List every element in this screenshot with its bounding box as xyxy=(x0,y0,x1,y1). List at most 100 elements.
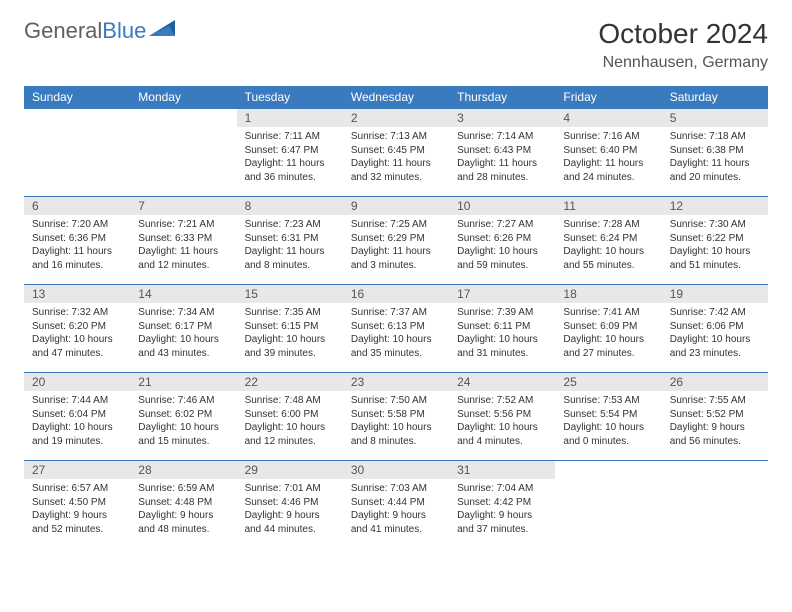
calendar-cell: 10Sunrise: 7:27 AMSunset: 6:26 PMDayligh… xyxy=(449,197,555,285)
day-line-sr: Sunrise: 7:13 AM xyxy=(351,130,441,144)
day-details: Sunrise: 7:13 AMSunset: 6:45 PMDaylight:… xyxy=(343,127,449,188)
day-number: 6 xyxy=(24,197,130,215)
calendar-cell: 14Sunrise: 7:34 AMSunset: 6:17 PMDayligh… xyxy=(130,285,236,373)
day-details: Sunrise: 7:42 AMSunset: 6:06 PMDaylight:… xyxy=(662,303,768,364)
day-line-dl2: and 47 minutes. xyxy=(32,347,122,361)
day-number: 15 xyxy=(237,285,343,303)
calendar-cell: 25Sunrise: 7:53 AMSunset: 5:54 PMDayligh… xyxy=(555,373,661,461)
day-line-sr: Sunrise: 7:34 AM xyxy=(138,306,228,320)
day-line-dl1: Daylight: 9 hours xyxy=(32,509,122,523)
day-details: Sunrise: 7:34 AMSunset: 6:17 PMDaylight:… xyxy=(130,303,236,364)
day-line-dl2: and 19 minutes. xyxy=(32,435,122,449)
day-header: Wednesday xyxy=(343,86,449,109)
day-line-dl1: Daylight: 10 hours xyxy=(32,333,122,347)
day-line-dl2: and 44 minutes. xyxy=(245,523,335,537)
day-details: Sunrise: 7:18 AMSunset: 6:38 PMDaylight:… xyxy=(662,127,768,188)
calendar-cell: 26Sunrise: 7:55 AMSunset: 5:52 PMDayligh… xyxy=(662,373,768,461)
day-line-ss: Sunset: 6:43 PM xyxy=(457,144,547,158)
day-line-dl1: Daylight: 11 hours xyxy=(670,157,760,171)
day-details: Sunrise: 7:55 AMSunset: 5:52 PMDaylight:… xyxy=(662,391,768,452)
day-line-dl1: Daylight: 9 hours xyxy=(245,509,335,523)
day-number: 29 xyxy=(237,461,343,479)
calendar-cell: 3Sunrise: 7:14 AMSunset: 6:43 PMDaylight… xyxy=(449,109,555,197)
calendar-week-row: 1Sunrise: 7:11 AMSunset: 6:47 PMDaylight… xyxy=(24,109,768,197)
calendar-cell: 21Sunrise: 7:46 AMSunset: 6:02 PMDayligh… xyxy=(130,373,236,461)
day-line-sr: Sunrise: 7:25 AM xyxy=(351,218,441,232)
day-line-dl2: and 0 minutes. xyxy=(563,435,653,449)
day-number: 9 xyxy=(343,197,449,215)
day-line-dl2: and 20 minutes. xyxy=(670,171,760,185)
day-line-dl1: Daylight: 9 hours xyxy=(138,509,228,523)
day-line-dl2: and 27 minutes. xyxy=(563,347,653,361)
day-line-dl2: and 59 minutes. xyxy=(457,259,547,273)
day-line-ss: Sunset: 6:11 PM xyxy=(457,320,547,334)
day-line-ss: Sunset: 6:17 PM xyxy=(138,320,228,334)
day-line-ss: Sunset: 6:36 PM xyxy=(32,232,122,246)
day-number: 5 xyxy=(662,109,768,127)
day-line-ss: Sunset: 6:04 PM xyxy=(32,408,122,422)
calendar-week-row: 27Sunrise: 6:57 AMSunset: 4:50 PMDayligh… xyxy=(24,461,768,549)
day-line-dl1: Daylight: 11 hours xyxy=(351,245,441,259)
calendar-cell: 9Sunrise: 7:25 AMSunset: 6:29 PMDaylight… xyxy=(343,197,449,285)
day-line-dl2: and 8 minutes. xyxy=(351,435,441,449)
day-number: 1 xyxy=(237,109,343,127)
day-line-dl1: Daylight: 10 hours xyxy=(138,421,228,435)
day-line-sr: Sunrise: 7:20 AM xyxy=(32,218,122,232)
calendar-week-row: 13Sunrise: 7:32 AMSunset: 6:20 PMDayligh… xyxy=(24,285,768,373)
day-line-dl2: and 24 minutes. xyxy=(563,171,653,185)
title-block: October 2024 Nennhausen, Germany xyxy=(598,18,768,72)
calendar-cell: 5Sunrise: 7:18 AMSunset: 6:38 PMDaylight… xyxy=(662,109,768,197)
day-details: Sunrise: 7:28 AMSunset: 6:24 PMDaylight:… xyxy=(555,215,661,276)
day-number: 17 xyxy=(449,285,555,303)
logo-text-1: General xyxy=(24,18,102,44)
calendar-cell: 28 Sunrise: 6:59 AMSunset: 4:48 PMDayligh… xyxy=(130,461,236,549)
day-line-sr: Sunrise: 7:55 AM xyxy=(670,394,760,408)
calendar-cell: 6Sunrise: 7:20 AMSunset: 6:36 PMDaylight… xyxy=(24,197,130,285)
calendar-cell xyxy=(130,109,236,197)
day-line-dl1: Daylight: 9 hours xyxy=(351,509,441,523)
calendar-cell: 15Sunrise: 7:35 AMSunset: 6:15 PMDayligh… xyxy=(237,285,343,373)
calendar-week-row: 6 Sunrise: 7:20 AMSunset: 6:36 PM Daylight… xyxy=(24,197,768,285)
day-line-dl1: Daylight: 11 hours xyxy=(351,157,441,171)
day-line-dl1: Daylight: 11 hours xyxy=(245,157,335,171)
day-details: Sunrise: 7:52 AMSunset: 5:56 PMDaylight:… xyxy=(449,391,555,452)
day-line-dl1: Daylight: 11 hours xyxy=(138,245,228,259)
day-details: Sunrise: 7:03 AMSunset: 4:44 PMDaylight:… xyxy=(343,479,449,540)
month-title: October 2024 xyxy=(598,18,768,50)
calendar-cell: 29Sunrise: 7:01 AMSunset: 4:46 PMDayligh… xyxy=(237,461,343,549)
day-line-dl2: and 8 minutes. xyxy=(245,259,335,273)
day-line-dl1: Daylight: 10 hours xyxy=(563,245,653,259)
calendar-cell: 11Sunrise: 7:28 AMSunset: 6:24 PMDayligh… xyxy=(555,197,661,285)
day-line-dl1: Daylight: 10 hours xyxy=(138,333,228,347)
day-line-sr: Sunrise: 6:59 AM xyxy=(138,482,228,496)
day-number: 7 xyxy=(130,197,236,215)
day-line-sr: Sunrise: 7:23 AM xyxy=(245,218,335,232)
day-number: 8 xyxy=(237,197,343,215)
day-header: Thursday xyxy=(449,86,555,109)
day-line-ss: Sunset: 6:22 PM xyxy=(670,232,760,246)
day-line-ss: Sunset: 6:40 PM xyxy=(563,144,653,158)
day-line-dl1: Daylight: 11 hours xyxy=(457,157,547,171)
day-line-ss: Sunset: 4:48 PM xyxy=(138,496,228,510)
day-line-ss: Sunset: 6:26 PM xyxy=(457,232,547,246)
logo-triangle-icon xyxy=(149,18,177,44)
day-header: Monday xyxy=(130,86,236,109)
day-number: 27 xyxy=(24,461,130,479)
day-line-dl2: and 12 minutes. xyxy=(245,435,335,449)
day-line-sr: Sunrise: 7:46 AM xyxy=(138,394,228,408)
logo-text-2: Blue xyxy=(102,18,146,44)
day-details: Sunrise: 7:37 AMSunset: 6:13 PMDaylight:… xyxy=(343,303,449,364)
day-line-dl1: Daylight: 10 hours xyxy=(245,421,335,435)
day-line-dl2: and 32 minutes. xyxy=(351,171,441,185)
day-details: Sunrise: 7:35 AMSunset: 6:15 PMDaylight:… xyxy=(237,303,343,364)
day-number: 18 xyxy=(555,285,661,303)
day-line-dl1: Daylight: 10 hours xyxy=(245,333,335,347)
day-line-sr: Sunrise: 7:18 AM xyxy=(670,130,760,144)
day-number: 28 xyxy=(130,461,236,479)
day-line-dl2: and 3 minutes. xyxy=(351,259,441,273)
day-line-dl2: and 35 minutes. xyxy=(351,347,441,361)
day-line-dl1: Daylight: 9 hours xyxy=(670,421,760,435)
day-line-sr: Sunrise: 7:16 AM xyxy=(563,130,653,144)
calendar-cell: 20Sunrise: 7:44 AMSunset: 6:04 PMDayligh… xyxy=(24,373,130,461)
day-line-sr: Sunrise: 7:48 AM xyxy=(245,394,335,408)
